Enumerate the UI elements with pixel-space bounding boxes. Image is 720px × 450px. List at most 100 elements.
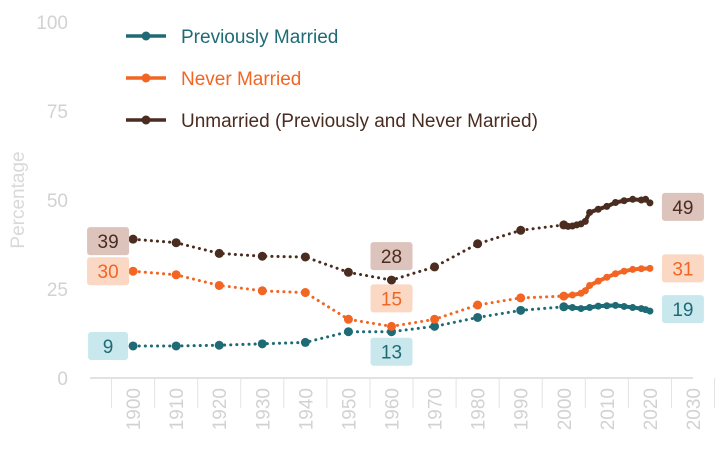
data-point	[603, 202, 611, 210]
data-point	[171, 341, 181, 351]
value-label: 13	[370, 337, 413, 366]
data-point	[611, 301, 619, 309]
series-2	[128, 195, 654, 285]
y-tick-label: 50	[47, 191, 68, 212]
x-tick-label: 1940	[296, 388, 317, 430]
data-point	[646, 199, 654, 207]
data-point	[637, 265, 645, 273]
value-label-text: 15	[381, 289, 402, 310]
data-point	[516, 305, 526, 315]
data-point	[646, 264, 654, 272]
data-point	[516, 293, 526, 303]
data-point	[214, 340, 224, 350]
value-label-box	[370, 337, 413, 366]
data-point	[387, 275, 396, 285]
data-point	[128, 341, 138, 351]
value-label-box	[370, 284, 413, 313]
value-label-text: 31	[672, 259, 693, 280]
legend-item: Unmarried (Previously and Never Married)	[126, 111, 538, 132]
x-tick-label: 1990	[512, 388, 533, 430]
data-point	[300, 337, 310, 347]
value-label-box	[87, 227, 130, 256]
x-tick-label: 2030	[684, 388, 705, 430]
data-point	[577, 305, 585, 313]
value-labels: 9 13 19 30 15 31 39 28 49	[87, 192, 704, 366]
legend-label: Never Married	[181, 69, 301, 90]
data-point	[620, 302, 628, 310]
data-point	[128, 266, 138, 276]
value-label-text: 19	[672, 300, 693, 321]
value-label-box	[88, 331, 129, 360]
value-label-box	[661, 295, 704, 324]
data-point	[343, 327, 353, 337]
y-tick-label: 0	[57, 369, 68, 390]
value-label-text: 9	[103, 337, 114, 358]
y-axis-label: Percentage	[8, 151, 29, 248]
data-point	[611, 198, 619, 206]
x-tick-label: 1970	[426, 388, 447, 430]
value-label: 31	[661, 254, 704, 283]
data-point	[629, 195, 637, 203]
data-point	[629, 265, 637, 273]
data-point	[300, 252, 310, 262]
data-point	[646, 307, 654, 315]
x-tick-label: 1980	[469, 388, 490, 430]
x-tick-label: 1920	[210, 388, 231, 430]
value-label: 15	[370, 284, 413, 313]
x-tick-label: 2000	[555, 388, 576, 430]
data-point	[516, 225, 526, 235]
x-tick-label: 2010	[598, 388, 619, 430]
x-tick-label: 1960	[383, 388, 404, 430]
legend: Previously Married Never Married Unmarried…	[126, 27, 538, 132]
x-tick-label: 1910	[167, 388, 188, 430]
data-point	[594, 302, 602, 310]
data-point	[568, 304, 576, 312]
data-point	[586, 208, 594, 216]
data-point	[581, 287, 589, 295]
legend-label: Previously Married	[181, 27, 338, 48]
data-point	[629, 304, 637, 312]
data-point	[620, 197, 628, 205]
data-point	[343, 267, 353, 277]
data-point	[171, 238, 181, 248]
data-point	[568, 291, 576, 299]
x-tick-label: 2020	[641, 388, 662, 430]
legend-label: Unmarried (Previously and Never Married)	[181, 111, 538, 132]
series-line-solid	[561, 266, 652, 299]
y-tick-label: 100	[36, 13, 68, 34]
data-point	[620, 267, 628, 275]
data-point	[430, 314, 440, 324]
data-point	[560, 292, 568, 300]
data-point	[300, 288, 310, 298]
data-point	[257, 339, 267, 349]
value-label: 19	[661, 295, 704, 324]
data-point	[603, 302, 611, 310]
data-point	[430, 321, 440, 331]
data-point	[128, 234, 138, 244]
data-point	[586, 281, 594, 289]
data-point	[594, 205, 602, 213]
series-0	[128, 301, 654, 351]
series-lines	[128, 195, 654, 351]
x-tick-label: 1930	[253, 388, 274, 430]
value-label-text: 13	[381, 343, 402, 364]
x-tick-label: 1950	[339, 388, 360, 430]
data-point	[257, 286, 267, 296]
legend-item: Never Married	[126, 69, 301, 90]
value-label: 9	[88, 331, 129, 360]
value-label-box	[87, 257, 130, 286]
value-label-text: 30	[98, 262, 119, 283]
x-tick-label: 1900	[124, 388, 145, 430]
value-label-text: 39	[98, 232, 119, 253]
data-point	[257, 251, 267, 261]
y-tick-label: 25	[47, 280, 68, 301]
data-point	[171, 270, 181, 280]
series-1	[128, 264, 654, 331]
value-label: 30	[87, 257, 130, 286]
data-point	[473, 300, 483, 310]
data-point	[430, 262, 440, 272]
data-point	[473, 312, 483, 322]
value-label-box	[661, 192, 704, 221]
value-label-text: 28	[381, 247, 402, 268]
